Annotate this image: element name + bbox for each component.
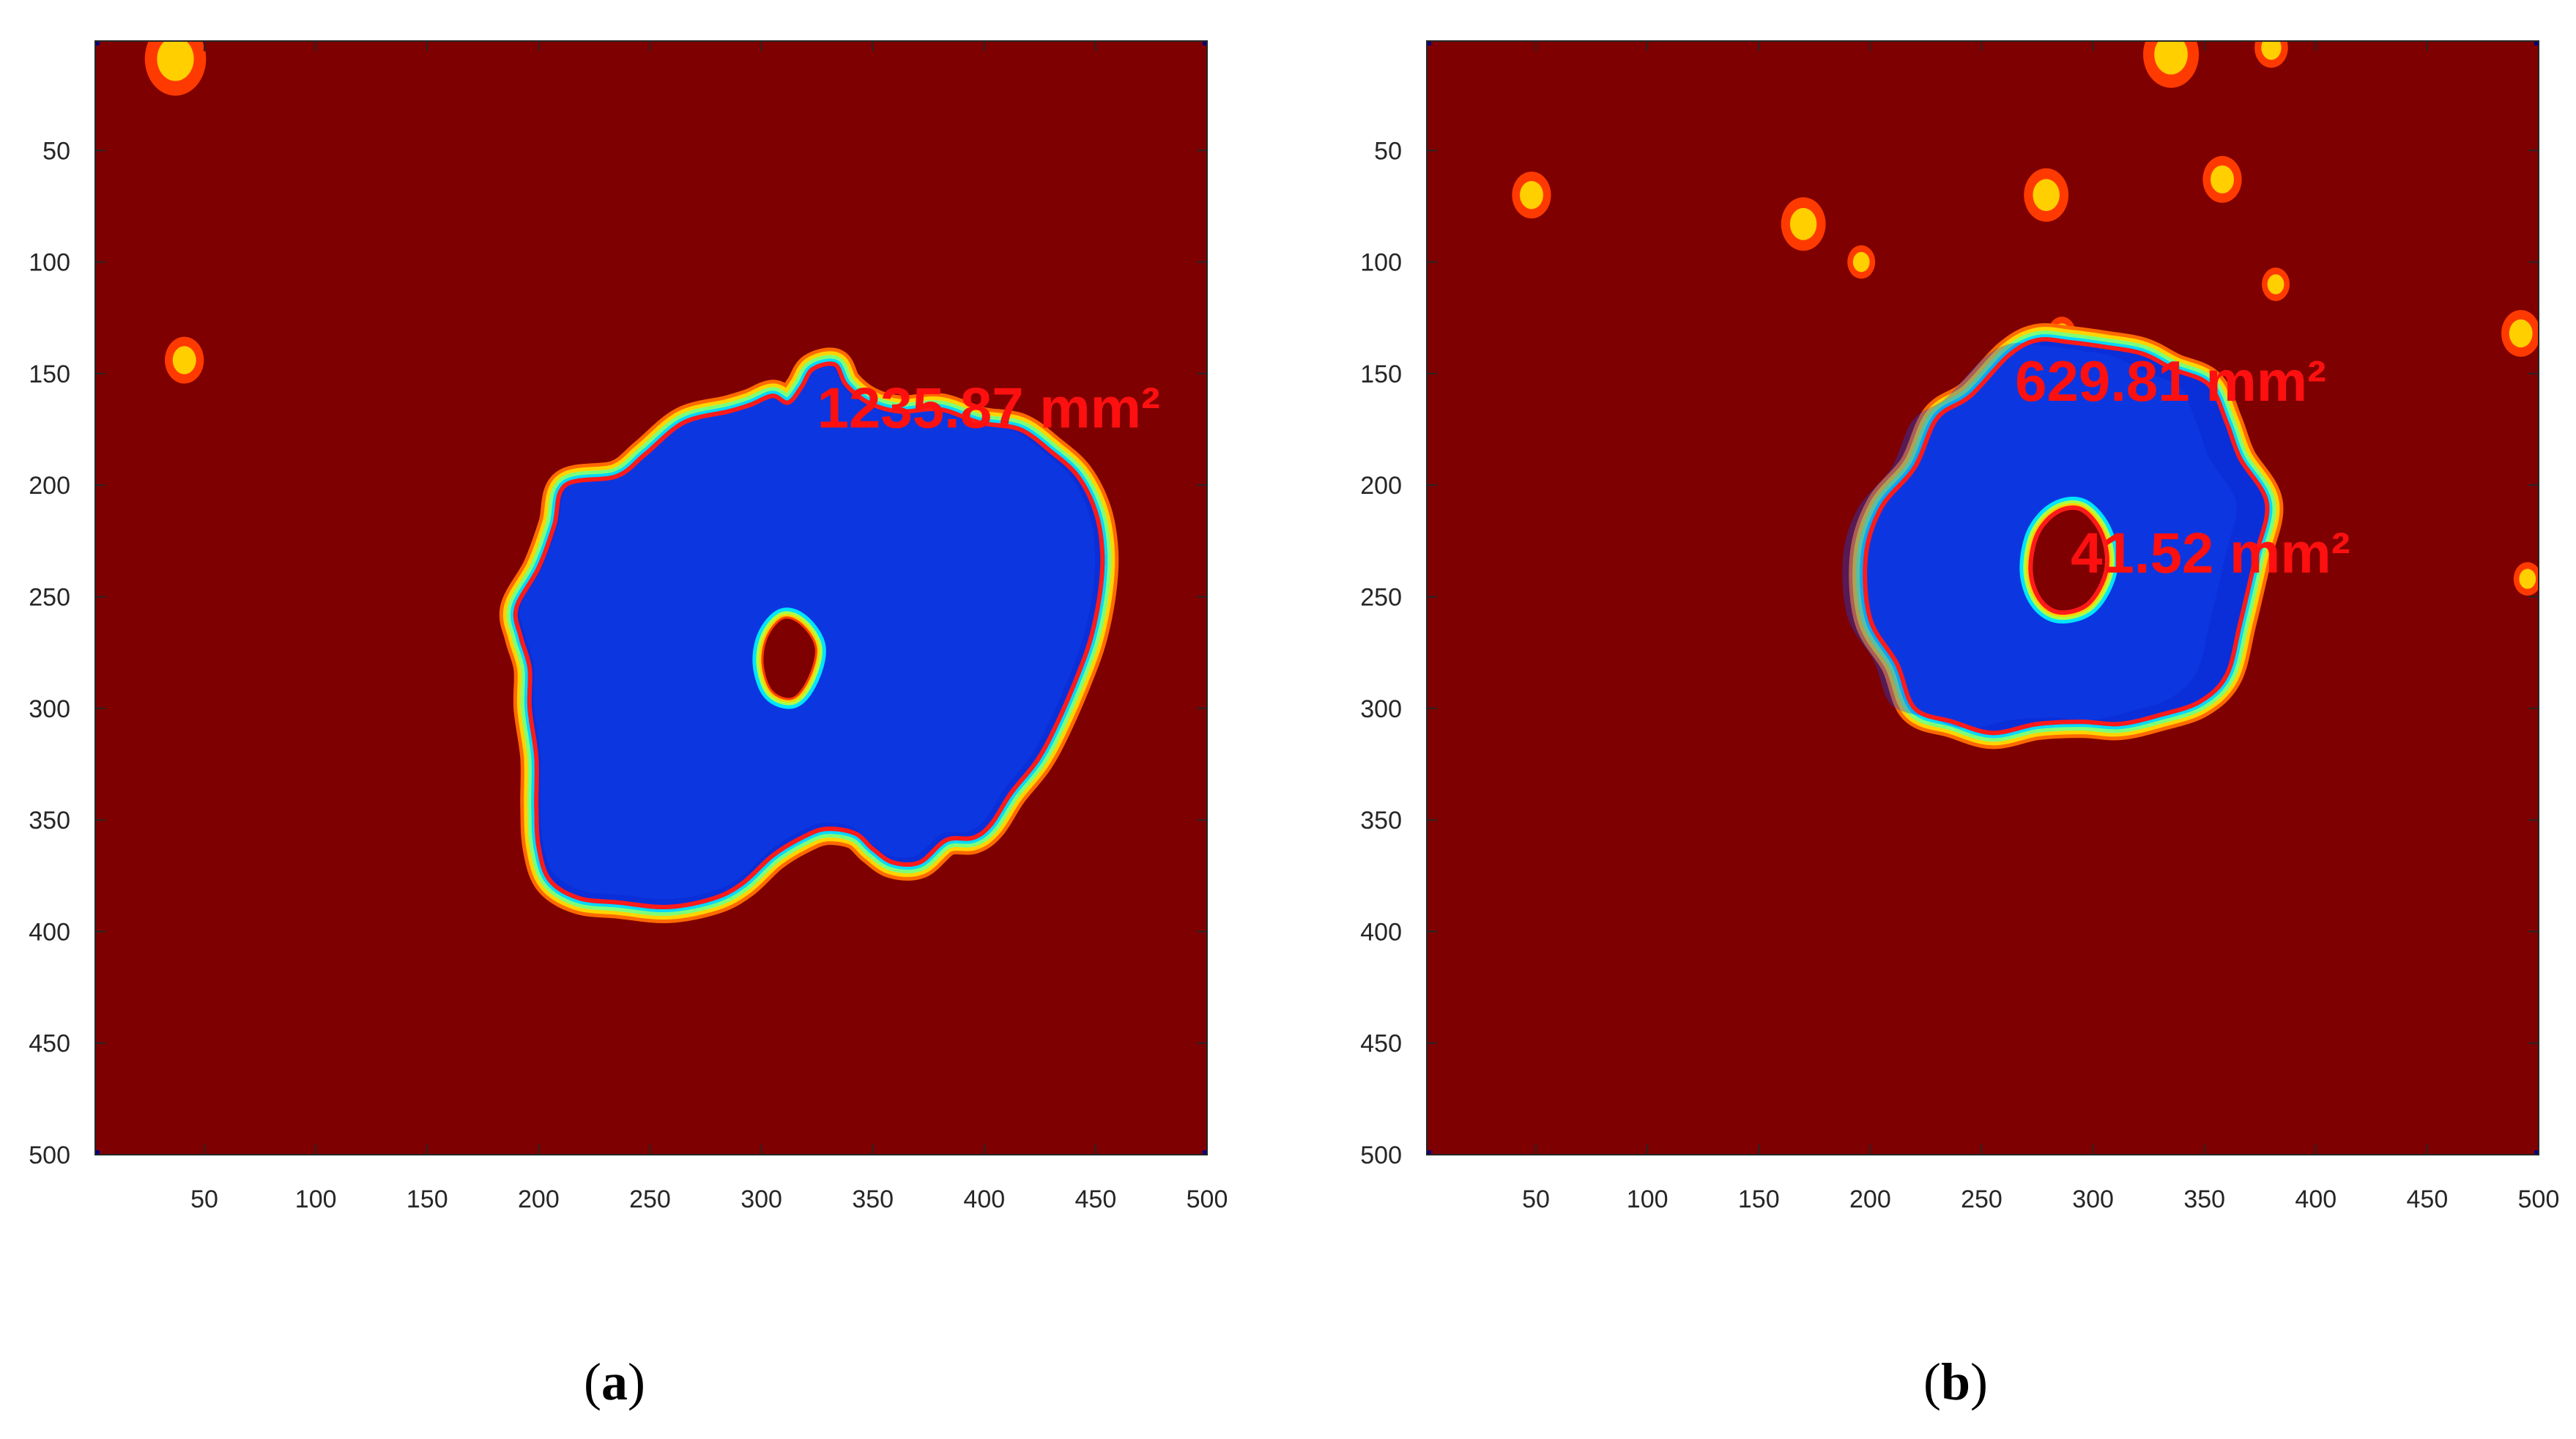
x-tick-label-a-7: 400 xyxy=(963,1185,1005,1213)
heatmap-spot-core-b-7 xyxy=(2267,274,2284,295)
y-tick-label-b-3: 200 xyxy=(1360,472,1402,500)
x-tick-label-a-6: 350 xyxy=(852,1185,894,1213)
contour-outer-a xyxy=(513,361,1105,910)
x-tick-label-b-2: 150 xyxy=(1738,1185,1780,1213)
y-tick-label-a-5: 300 xyxy=(29,695,70,723)
y-tick-label-a-1: 100 xyxy=(29,249,70,277)
heatmap-spot-core-a-0 xyxy=(157,41,194,81)
x-tick-label-a-8: 450 xyxy=(1075,1185,1117,1213)
area-annotation-b-0: 629.81 mm² xyxy=(2015,349,2326,413)
x-tick-label-b-4: 250 xyxy=(1961,1185,2002,1213)
y-tick-label-b-9: 500 xyxy=(1360,1142,1402,1169)
y-tick-label-b-5: 300 xyxy=(1360,695,1402,723)
corner-marker-b-3 xyxy=(2534,1150,2539,1155)
heatmap-spot-core-b-6 xyxy=(2211,165,2234,194)
axes-frame-b xyxy=(1426,40,2539,1155)
x-tick-label-b-3: 200 xyxy=(1849,1185,1891,1213)
corner-marker-a-3 xyxy=(1203,1150,1207,1155)
x-tick-label-a-4: 250 xyxy=(629,1185,671,1213)
hole-fill-a xyxy=(763,618,815,698)
heatmap-spot-core-b-1 xyxy=(1789,207,1817,240)
hole-fill-b xyxy=(2030,507,2107,613)
corner-marker-b-0 xyxy=(1427,41,1431,45)
y-tick-label-a-6: 350 xyxy=(29,807,70,835)
heatmap-spot-core-b-0 xyxy=(1520,181,1543,210)
heatmap-spot-core-b-3 xyxy=(2033,179,2060,212)
y-tick-label-b-8: 450 xyxy=(1360,1030,1402,1058)
area-annotation-a-0: 1235.87 mm² xyxy=(817,376,1160,440)
contour-inner-b xyxy=(2028,505,2109,615)
corner-marker-a-1 xyxy=(1203,41,1207,45)
x-tick-label-a-5: 300 xyxy=(740,1185,782,1213)
y-tick-label-b-6: 350 xyxy=(1360,807,1402,835)
x-tick-label-a-9: 500 xyxy=(1187,1185,1228,1213)
heatmap-spot-core-b-9 xyxy=(2509,319,2533,348)
area-annotation-b-1: 41.52 mm² xyxy=(2071,521,2350,585)
y-tick-label-b-7: 400 xyxy=(1360,918,1402,946)
y-tick-label-a-7: 400 xyxy=(29,918,70,946)
axes-frame-a xyxy=(94,40,1208,1155)
x-tick-label-b-1: 100 xyxy=(1627,1185,1669,1213)
y-tick-label-b-1: 100 xyxy=(1360,249,1402,277)
panel-b: (b) 50 100 150 200 250 300 350 400 450 500 50 100 15… xyxy=(1360,40,2560,1411)
x-tick-label-b-5: 300 xyxy=(2072,1185,2114,1213)
heatmap-spot-core-b-5 xyxy=(2261,41,2282,60)
y-tick-label-b-0: 50 xyxy=(1374,137,1402,165)
y-tick-label-a-3: 200 xyxy=(29,472,70,500)
panel-b-caption: (b) xyxy=(1923,1353,1988,1411)
y-tick-label-b-2: 150 xyxy=(1360,360,1402,388)
contour-outer-b xyxy=(1863,337,2270,736)
heatmap-spot-core-a-1 xyxy=(172,346,196,374)
x-tick-label-a-1: 100 xyxy=(295,1185,337,1213)
heatmap-spot-core-b-2 xyxy=(1852,251,1870,273)
y-tick-label-a-9: 500 xyxy=(29,1142,70,1169)
x-tick-label-b-8: 450 xyxy=(2407,1185,2449,1213)
x-tick-label-b-6: 350 xyxy=(2183,1185,2225,1213)
y-tick-label-a-2: 150 xyxy=(29,360,70,388)
panel-a: (a) 50 100 150 200 250 300 350 400 450 500 50 100 15… xyxy=(29,40,1228,1411)
corner-marker-b-2 xyxy=(1427,1150,1431,1155)
x-tick-label-a-0: 50 xyxy=(190,1185,218,1213)
y-tick-label-b-4: 250 xyxy=(1360,583,1402,611)
x-tick-label-b-0: 50 xyxy=(1522,1185,1550,1213)
heatmap-spot-core-b-4 xyxy=(2154,41,2188,75)
y-tick-label-a-8: 450 xyxy=(29,1030,70,1058)
y-tick-label-a-0: 50 xyxy=(42,137,70,165)
corner-marker-b-1 xyxy=(2534,41,2539,45)
x-tick-label-b-9: 500 xyxy=(2518,1185,2560,1213)
heatmap-field-b xyxy=(1512,41,2539,750)
corner-marker-a-0 xyxy=(95,41,100,45)
panel-a-caption: (a) xyxy=(584,1353,645,1411)
x-tick-label-b-7: 400 xyxy=(2295,1185,2336,1213)
x-tick-label-a-3: 200 xyxy=(518,1185,560,1213)
x-tick-label-a-2: 150 xyxy=(407,1185,448,1213)
corner-marker-a-2 xyxy=(95,1150,100,1155)
y-tick-label-a-4: 250 xyxy=(29,583,70,611)
heatmap-spot-core-b-10 xyxy=(2519,569,2536,589)
